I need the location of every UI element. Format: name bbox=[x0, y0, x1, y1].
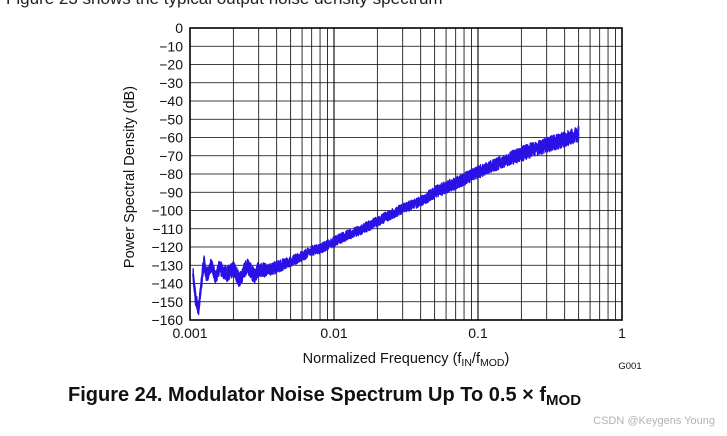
y-tick-label: 0 bbox=[175, 20, 183, 36]
figure-caption: Figure 24. Modulator Noise Spectrum Up T… bbox=[68, 384, 581, 409]
y-tick-label: −10 bbox=[159, 38, 183, 54]
y-axis-label: Power Spectral Density (dB) bbox=[122, 86, 138, 268]
data-point bbox=[310, 249, 313, 252]
data-point bbox=[275, 266, 278, 268]
data-point bbox=[214, 277, 217, 279]
x-tick-label: 1 bbox=[618, 325, 626, 341]
data-point bbox=[197, 306, 200, 309]
caption-text: Figure 24. Modulator Noise Spectrum Up T… bbox=[68, 384, 547, 406]
y-tick-label: −160 bbox=[151, 312, 183, 328]
data-point bbox=[225, 273, 228, 276]
data-point bbox=[200, 282, 203, 285]
x-label-sub2: MOD bbox=[480, 357, 505, 369]
data-point bbox=[502, 160, 505, 163]
data-point bbox=[238, 278, 241, 281]
data-point bbox=[192, 273, 194, 276]
y-tick-label: −30 bbox=[159, 75, 183, 91]
data-point bbox=[319, 247, 321, 250]
x-label-sub1: IN bbox=[461, 357, 472, 369]
y-tick-label: −140 bbox=[151, 276, 183, 292]
figure-code-annotation: G001 bbox=[618, 361, 641, 372]
y-tick-label: −110 bbox=[153, 221, 184, 237]
data-point bbox=[218, 266, 221, 268]
data-point bbox=[401, 207, 404, 210]
data-point bbox=[577, 132, 580, 135]
series-layer bbox=[192, 125, 580, 316]
data-point bbox=[301, 255, 303, 258]
series-line bbox=[192, 132, 580, 311]
x-axis-label: Normalized Frequency (fIN/fMOD) bbox=[303, 351, 510, 369]
data-point bbox=[477, 171, 479, 174]
top-cropped-text: Figure 23 shows the typical output noise… bbox=[6, 0, 721, 16]
data-point bbox=[390, 213, 393, 216]
grid-lines bbox=[190, 28, 622, 320]
y-tick-label: −50 bbox=[159, 111, 183, 127]
data-point bbox=[289, 260, 292, 263]
data-point bbox=[210, 264, 212, 267]
x-label-part3: ) bbox=[504, 351, 509, 367]
caption-sub: MOD bbox=[546, 392, 582, 409]
y-tick-label: −40 bbox=[159, 93, 183, 109]
data-point bbox=[232, 268, 235, 270]
x-tick-label: 0.001 bbox=[172, 325, 207, 341]
data-point bbox=[358, 229, 361, 232]
data-point bbox=[433, 191, 436, 194]
data-point bbox=[195, 300, 197, 303]
data-point bbox=[344, 235, 347, 237]
x-label-part1: Normalized Frequency (f bbox=[303, 351, 463, 367]
plot-frame bbox=[189, 27, 623, 321]
y-tick-label: −100 bbox=[151, 203, 183, 219]
y-tick-label: −70 bbox=[159, 148, 183, 164]
data-point bbox=[419, 200, 422, 203]
data-point bbox=[520, 153, 523, 155]
x-label-part2: /f bbox=[472, 351, 481, 367]
y-tick-label: −120 bbox=[151, 239, 183, 255]
y-tick-label: −60 bbox=[159, 130, 183, 146]
data-point bbox=[376, 220, 379, 223]
data-point bbox=[267, 269, 270, 272]
data-point bbox=[205, 275, 208, 278]
watermark: CSDN @Keygens Young bbox=[593, 415, 715, 427]
y-tick-label: −80 bbox=[159, 166, 183, 182]
header-text: Figure 23 shows the typical output noise… bbox=[6, 0, 443, 9]
tick-labels: 0 −10 −20 −30 −40 −50 −60 −70 −80 −90 −100 −110 −120… bbox=[151, 20, 626, 341]
data-point bbox=[257, 268, 260, 270]
data-point bbox=[333, 240, 335, 243]
data-point bbox=[454, 182, 457, 185]
x-tick-label: 0.1 bbox=[468, 325, 488, 341]
y-tick-label: −20 bbox=[159, 57, 183, 73]
x-tick-label: 0.01 bbox=[320, 325, 347, 341]
data-point bbox=[246, 264, 249, 267]
y-tick-label: −130 bbox=[151, 257, 183, 273]
data-point bbox=[545, 143, 548, 146]
data-point bbox=[253, 275, 256, 278]
data-point bbox=[563, 138, 566, 141]
y-tick-label: −90 bbox=[159, 184, 183, 200]
y-tick-label: −150 bbox=[151, 294, 183, 310]
data-point bbox=[203, 260, 205, 263]
